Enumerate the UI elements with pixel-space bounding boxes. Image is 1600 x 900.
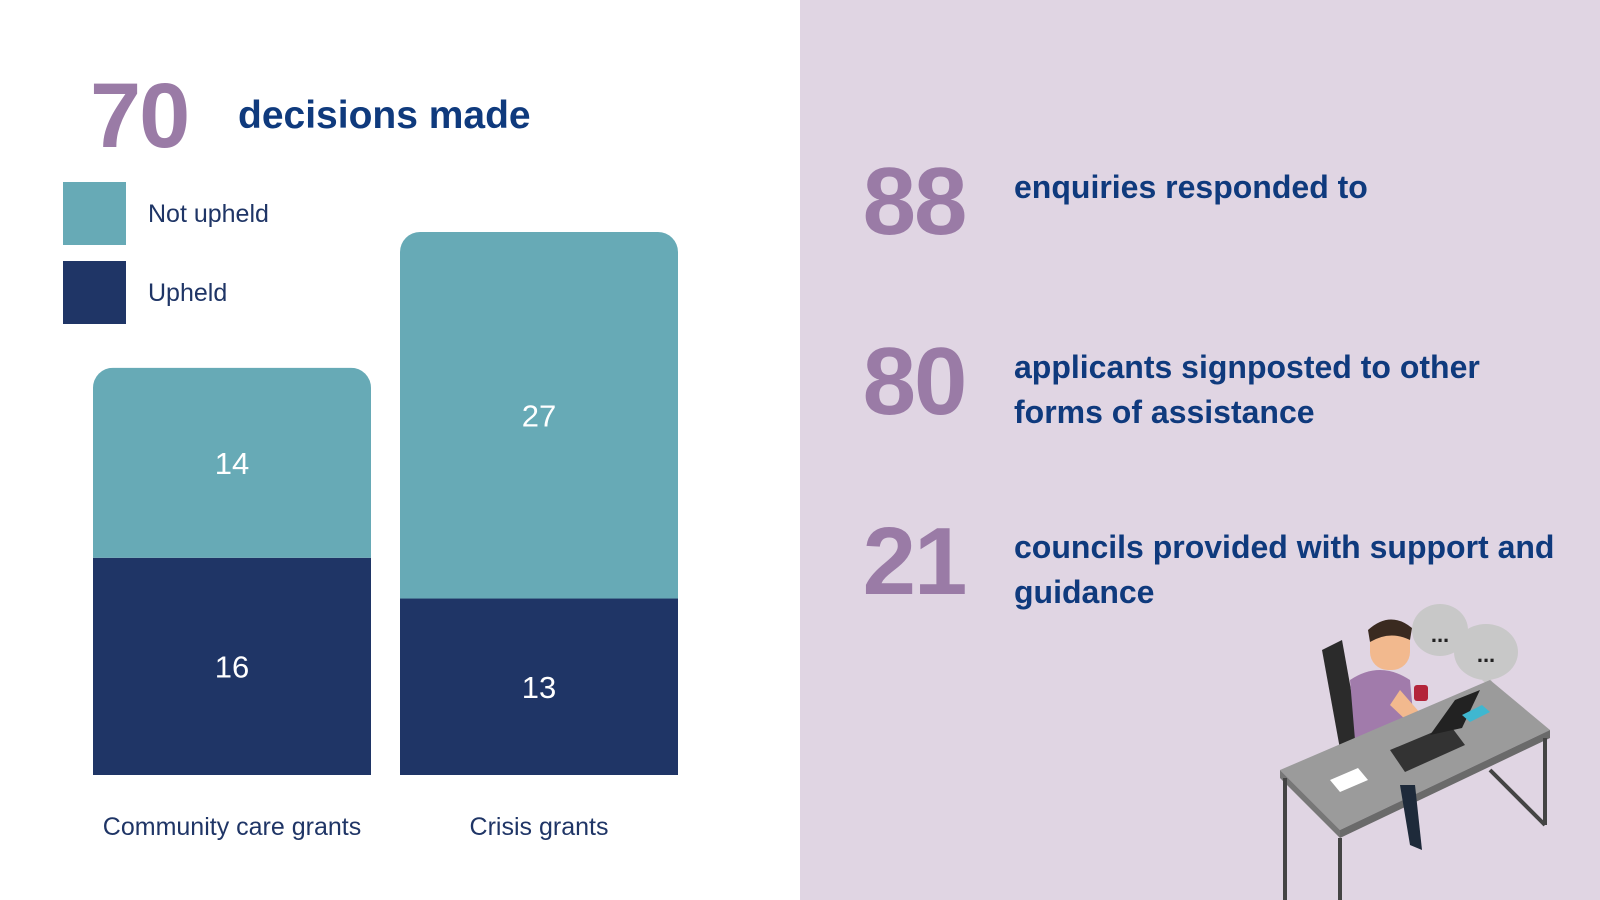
data-label: 14 [215, 446, 249, 481]
stat-text: applicants signposted to other forms of … [1014, 349, 1480, 430]
bar-stack [400, 232, 678, 775]
stat-text: enquiries responded to [1014, 169, 1368, 205]
x-tick-label: Community care grants [102, 812, 362, 841]
legend-swatch [63, 261, 126, 324]
bar-segment [93, 557, 371, 775]
bar-segment [400, 232, 678, 599]
bubble-text: ... [1431, 622, 1449, 647]
stat-number: 21 [862, 508, 968, 615]
stat-number: 80 [862, 328, 968, 435]
bar-segment [93, 367, 371, 558]
bubble-text: ... [1477, 642, 1495, 667]
bar-segment [400, 598, 678, 775]
bar-stack [93, 367, 371, 775]
x-tick-label: Crisis grants [469, 812, 609, 841]
legend-swatch [63, 182, 126, 245]
legend-label: Not upheld [148, 200, 269, 228]
data-label: 13 [522, 670, 556, 705]
legend-label: Upheld [148, 279, 228, 307]
stat-text: councils provided with support and guida… [1014, 529, 1555, 610]
stat-number: 88 [862, 148, 968, 255]
person-at-desk: ... ... [1280, 604, 1550, 900]
illustration: ... ... [1280, 604, 1550, 900]
data-label: 16 [215, 649, 249, 684]
headline-number: 70 [90, 65, 190, 167]
data-label: 27 [522, 398, 556, 433]
chart: 16 14 13 27 [93, 232, 678, 775]
headline-text: decisions made [238, 94, 531, 137]
